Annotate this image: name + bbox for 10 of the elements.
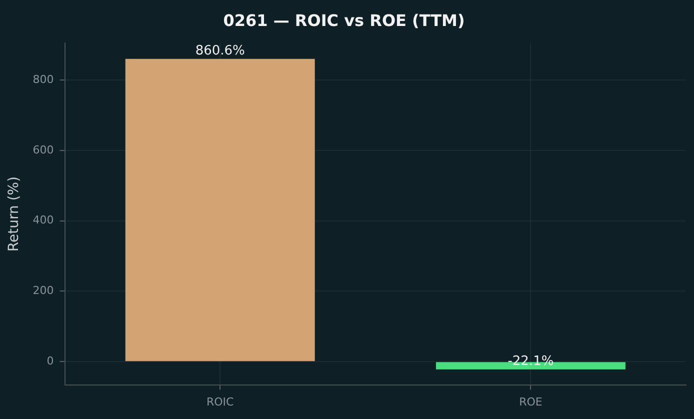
data-label: 860.6% [195,44,245,59]
y-tick-label: 800 [32,73,54,86]
y-tick-label: 0 [46,354,54,368]
y-tick-label: 600 [32,143,54,156]
y-tick-label: 200 [32,284,54,298]
x-tick-label: ROIC [206,395,234,408]
chart-title: 0261 — ROIC vs ROE (TTM) [223,10,465,30]
y-tick-label: 400 [32,214,54,227]
y-axis-title: Return (%) [6,176,22,252]
x-tick-label: ROE [519,395,542,408]
